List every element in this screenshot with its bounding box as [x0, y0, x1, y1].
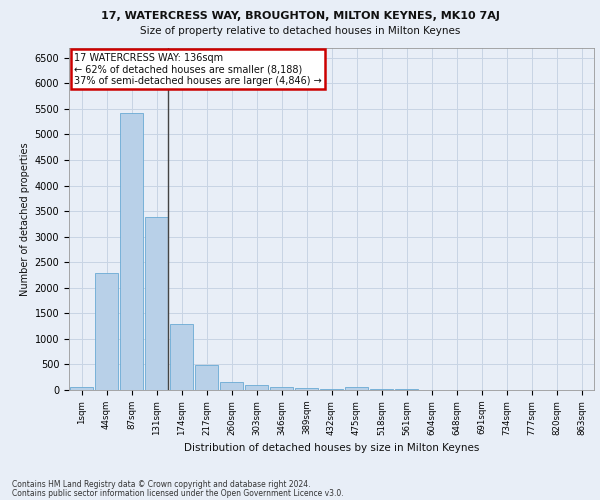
Text: Size of property relative to detached houses in Milton Keynes: Size of property relative to detached ho… — [140, 26, 460, 36]
Bar — [95, 274, 118, 390]
Text: 17 WATERCRESS WAY: 136sqm
← 62% of detached houses are smaller (8,188)
37% of se: 17 WATERCRESS WAY: 136sqm ← 62% of detac… — [74, 52, 322, 86]
Text: 17, WATERCRESS WAY, BROUGHTON, MILTON KEYNES, MK10 7AJ: 17, WATERCRESS WAY, BROUGHTON, MILTON KE… — [101, 11, 499, 21]
Bar — [220, 382, 243, 390]
Bar — [170, 324, 193, 390]
Bar — [70, 387, 93, 390]
Bar — [245, 385, 268, 390]
Bar — [120, 113, 143, 390]
Text: Contains public sector information licensed under the Open Government Licence v3: Contains public sector information licen… — [12, 488, 344, 498]
Bar — [320, 388, 343, 390]
Y-axis label: Number of detached properties: Number of detached properties — [20, 142, 31, 296]
Text: Contains HM Land Registry data © Crown copyright and database right 2024.: Contains HM Land Registry data © Crown c… — [12, 480, 311, 489]
Bar — [195, 366, 218, 390]
Bar — [345, 387, 368, 390]
Bar — [270, 387, 293, 390]
Bar — [370, 389, 393, 390]
Bar — [295, 388, 318, 390]
X-axis label: Distribution of detached houses by size in Milton Keynes: Distribution of detached houses by size … — [184, 443, 479, 453]
Bar — [145, 217, 168, 390]
